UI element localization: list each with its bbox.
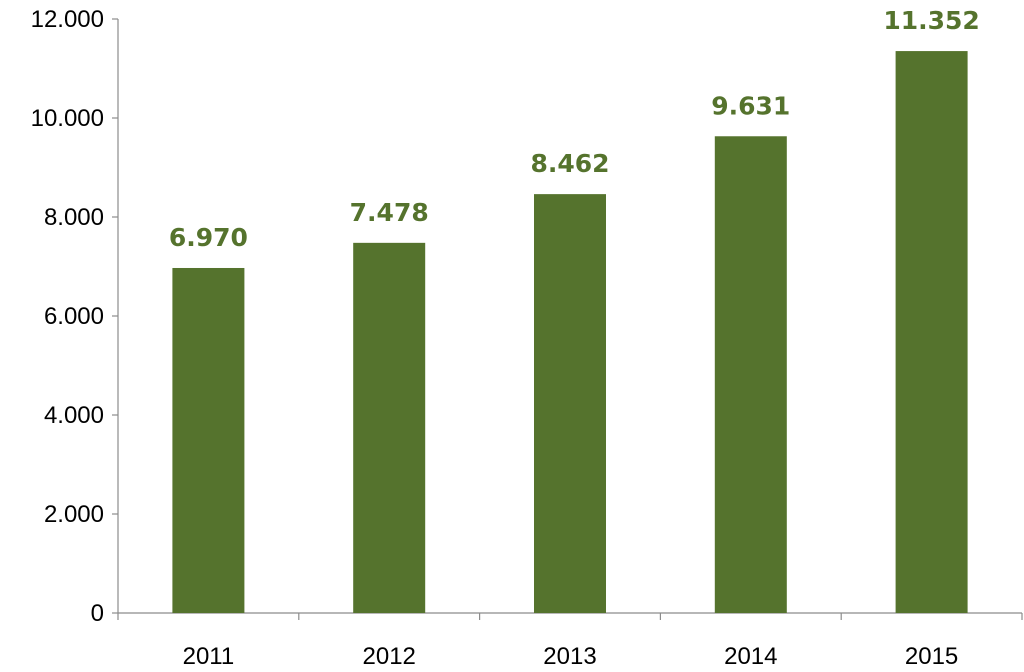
- x-tick-label: 2015: [905, 643, 958, 670]
- x-tick-label: 2011: [183, 643, 235, 670]
- y-tick-label: 0: [91, 600, 104, 627]
- bars: [172, 51, 968, 614]
- y-tick-label: 10.000: [31, 105, 104, 132]
- bar-value-label: 8.462: [530, 149, 609, 178]
- y-axis-ticks: 0 2.000 4.000 6.000 8.000 10.000 12.000: [31, 6, 118, 627]
- y-tick-label: 4.000: [44, 402, 104, 429]
- x-tick-label: 2013: [543, 643, 596, 670]
- x-tick-label: 2012: [363, 643, 416, 670]
- bar-2015: [895, 51, 968, 614]
- x-tick-label: 2014: [724, 643, 777, 670]
- bar-value-label: 9.631: [711, 91, 790, 120]
- bar-2014: [714, 136, 787, 613]
- y-tick-label: 6.000: [44, 303, 104, 330]
- bar-value-label: 6.970: [169, 223, 248, 252]
- y-tick-label: 2.000: [44, 501, 104, 528]
- y-tick-label: 12.000: [31, 6, 104, 33]
- bar-value-label: 11.352: [883, 6, 979, 35]
- y-tick-label: 8.000: [44, 204, 104, 231]
- bar-value-label: 7.478: [350, 198, 429, 227]
- x-axis-ticks: 2011 2012 2013 2014 2015: [117, 613, 1023, 670]
- bar-2011: [172, 267, 245, 613]
- bar-data-labels: 6.970 7.478 8.462 9.631 11.352: [169, 6, 980, 252]
- bar-2012: [353, 242, 426, 614]
- bar-2013: [534, 194, 606, 614]
